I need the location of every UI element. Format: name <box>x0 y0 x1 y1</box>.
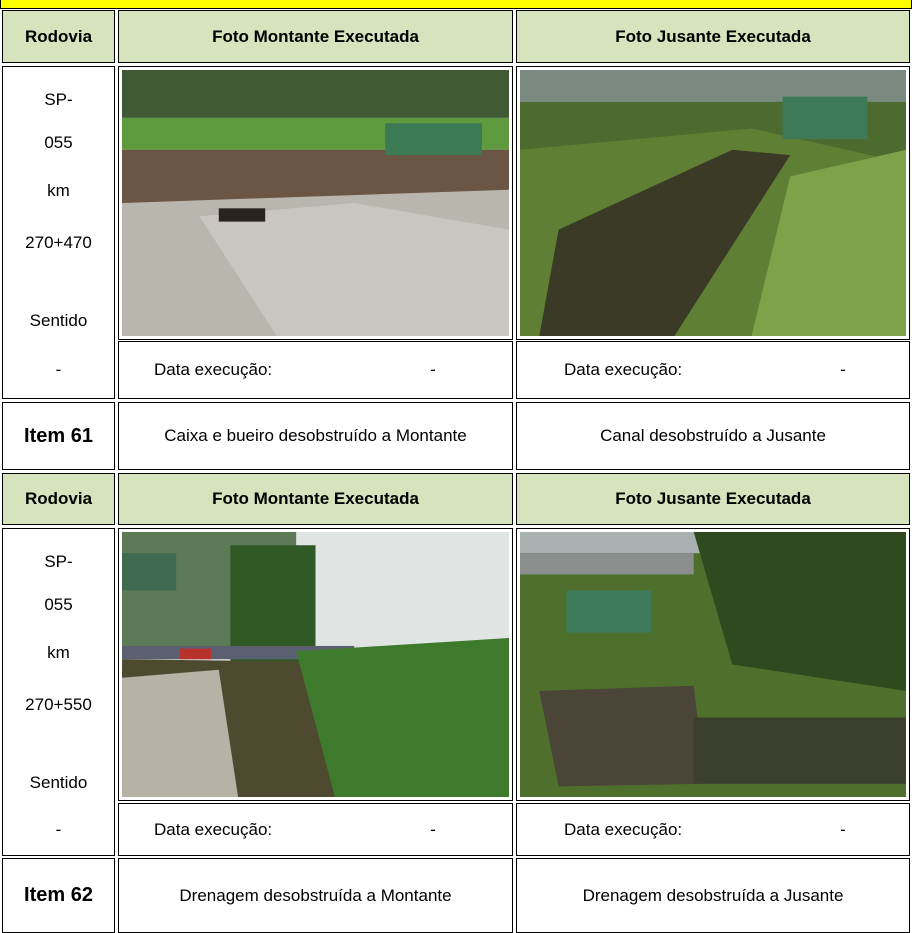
location-text: km <box>47 181 70 200</box>
photo-cell <box>118 528 513 801</box>
location-text: 270+550 <box>25 695 92 714</box>
item-cell: Item 61 <box>2 402 115 470</box>
location-cell <box>2 66 115 399</box>
date-value: - <box>430 360 436 379</box>
description-cell: Caixa e bueiro desobstruído a Montante <box>118 402 513 470</box>
location-text: Sentido <box>29 773 88 792</box>
date-label: Data execução: <box>564 360 683 379</box>
header-cell: Foto Montante Executada <box>118 473 513 525</box>
photo-cell <box>516 66 910 340</box>
date-value: - <box>840 360 846 379</box>
header-cell: Foto Montante Executada <box>118 10 513 63</box>
header-cell: Rodovia <box>2 10 115 63</box>
photo <box>122 70 509 336</box>
location-text: 055 <box>44 595 73 614</box>
sentido-value: - <box>55 819 62 839</box>
photo <box>520 532 906 797</box>
location-text: SP- <box>44 90 73 109</box>
location-text: 055 <box>44 133 73 152</box>
description-cell: Drenagem desobstruída a Jusante <box>516 858 910 933</box>
date-cell <box>118 803 513 856</box>
photo-cell <box>118 66 513 340</box>
location-text: 270+470 <box>25 233 92 252</box>
item-cell: Item 62 <box>2 858 115 933</box>
date-label: Data execução: <box>154 360 273 379</box>
date-value: - <box>430 819 436 839</box>
location-cell <box>2 528 115 856</box>
header-cell: Rodovia <box>2 473 115 525</box>
date-cell <box>118 341 513 399</box>
location-text: km <box>47 643 70 662</box>
description-cell: Drenagem desobstruída a Montante <box>118 858 513 933</box>
sentido-value: - <box>55 360 62 379</box>
header-cell: Foto Jusante Executada <box>516 473 910 525</box>
date-label: Data execução: <box>564 819 683 839</box>
top-bar <box>0 0 912 9</box>
location-text: Sentido <box>29 311 88 330</box>
date-cell <box>516 341 910 399</box>
photo-cell <box>516 528 910 801</box>
description-cell: Canal desobstruído a Jusante <box>516 402 910 470</box>
photo <box>520 70 906 336</box>
photo <box>122 532 509 797</box>
date-cell <box>516 803 910 856</box>
date-label: Data execução: <box>154 819 273 839</box>
header-cell: Foto Jusante Executada <box>516 10 910 63</box>
date-value: - <box>840 819 846 839</box>
location-text: SP- <box>44 552 73 571</box>
